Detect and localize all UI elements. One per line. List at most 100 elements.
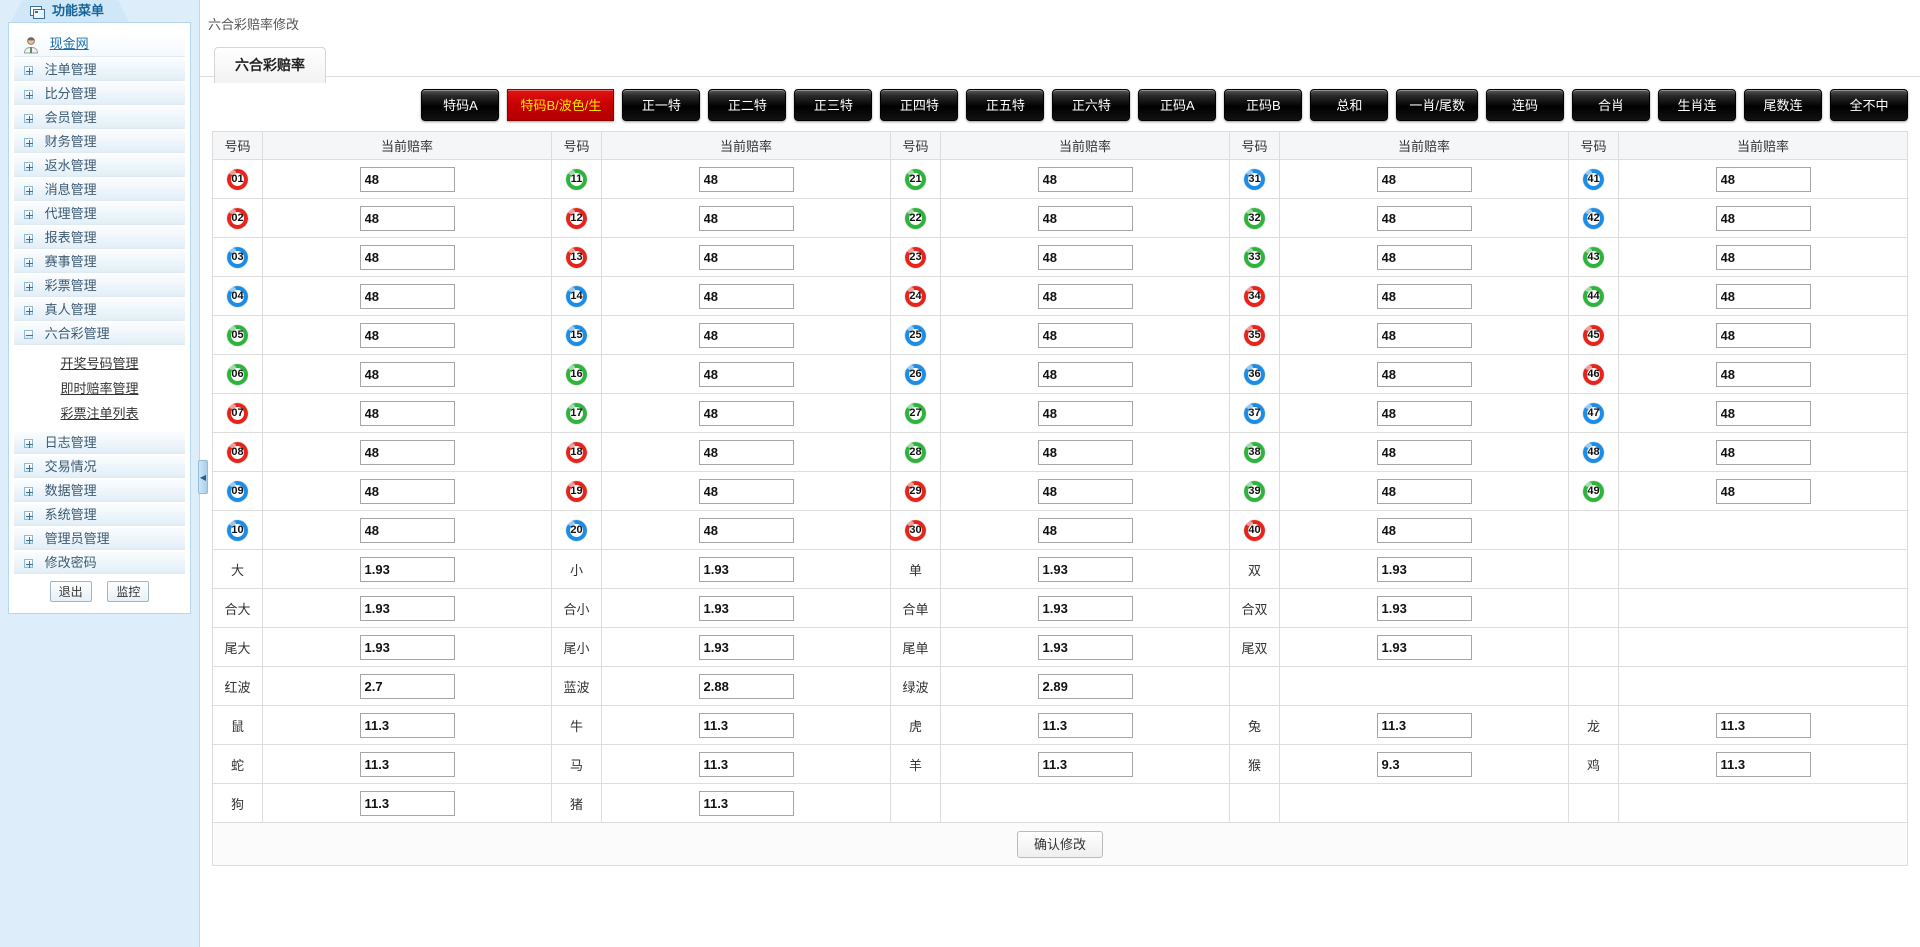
sidebar-item-events[interactable]: 赛事管理 — [14, 251, 185, 273]
sidebar-item-finance[interactable]: 财务管理 — [14, 131, 185, 153]
odds-input-红波[interactable] — [359, 673, 455, 699]
odds-category-button-13[interactable]: 合肖 — [1572, 89, 1650, 121]
odds-category-button-4[interactable]: 正三特 — [794, 89, 873, 121]
odds-category-button-5[interactable]: 正四特 — [880, 89, 959, 121]
sidebar-item-agents[interactable]: 代理管理 — [14, 203, 185, 225]
odds-input-29[interactable] — [1037, 478, 1133, 504]
odds-input-15[interactable] — [698, 322, 794, 348]
odds-input-18[interactable] — [698, 439, 794, 465]
odds-category-button-1[interactable]: 特码B/波色/生 — [507, 89, 615, 121]
odds-input-07[interactable] — [359, 400, 455, 426]
odds-input-10[interactable] — [359, 517, 455, 543]
odds-category-button-16[interactable]: 全不中 — [1830, 89, 1908, 121]
odds-input-08[interactable] — [359, 439, 455, 465]
odds-input-09[interactable] — [359, 478, 455, 504]
odds-input-38[interactable] — [1376, 439, 1472, 465]
odds-input-双[interactable] — [1376, 556, 1472, 582]
odds-input-37[interactable] — [1376, 400, 1472, 426]
odds-input-19[interactable] — [698, 478, 794, 504]
odds-input-尾大[interactable] — [359, 634, 455, 660]
odds-input-16[interactable] — [698, 361, 794, 387]
odds-input-单[interactable] — [1037, 556, 1133, 582]
odds-input-合双[interactable] — [1376, 595, 1472, 621]
odds-input-尾小[interactable] — [698, 634, 794, 660]
odds-category-button-12[interactable]: 连码 — [1486, 89, 1564, 121]
odds-input-马[interactable] — [698, 751, 794, 777]
odds-input-33[interactable] — [1376, 244, 1472, 270]
sidebar-item-members[interactable]: 会员管理 — [14, 107, 185, 129]
odds-input-36[interactable] — [1376, 361, 1472, 387]
sidebar-item-scores[interactable]: 比分管理 — [14, 83, 185, 105]
odds-input-30[interactable] — [1037, 517, 1133, 543]
confirm-modify-button[interactable]: 确认修改 — [1016, 831, 1103, 858]
odds-input-小[interactable] — [698, 556, 794, 582]
odds-input-大[interactable] — [359, 556, 455, 582]
sidebar-subitem-live-odds[interactable]: 即时赔率管理 — [60, 381, 139, 396]
odds-input-鸡[interactable] — [1715, 751, 1811, 777]
odds-input-狗[interactable] — [359, 790, 455, 816]
odds-input-绿波[interactable] — [1037, 673, 1133, 699]
odds-category-button-0[interactable]: 特码A — [421, 89, 500, 121]
odds-input-蛇[interactable] — [359, 751, 455, 777]
odds-input-24[interactable] — [1037, 283, 1133, 309]
odds-input-01[interactable] — [359, 166, 455, 192]
sidebar-item-reports[interactable]: 报表管理 — [14, 227, 185, 249]
sidebar-item-mark-six[interactable]: 六合彩管理 — [14, 323, 185, 345]
sidebar-item-messages[interactable]: 消息管理 — [14, 179, 185, 201]
sidebar-item-data[interactable]: 数据管理 — [14, 480, 185, 502]
odds-input-41[interactable] — [1715, 166, 1811, 192]
logout-button[interactable]: 退出 — [49, 581, 92, 602]
odds-input-46[interactable] — [1715, 361, 1811, 387]
odds-category-button-9[interactable]: 正码B — [1224, 89, 1303, 121]
odds-input-28[interactable] — [1037, 439, 1133, 465]
odds-input-03[interactable] — [359, 244, 455, 270]
odds-input-虎[interactable] — [1037, 712, 1133, 738]
sidebar-collapse-handle[interactable]: ◀ — [198, 460, 208, 494]
odds-category-button-7[interactable]: 正六特 — [1052, 89, 1131, 121]
odds-input-14[interactable] — [698, 283, 794, 309]
odds-input-05[interactable] — [359, 322, 455, 348]
odds-input-40[interactable] — [1376, 517, 1472, 543]
sidebar-item-transactions[interactable]: 交易情况 — [14, 456, 185, 478]
odds-input-兔[interactable] — [1376, 712, 1472, 738]
sidebar-item-system[interactable]: 系统管理 — [14, 504, 185, 526]
odds-input-合小[interactable] — [698, 595, 794, 621]
odds-category-button-11[interactable]: 一肖/尾数 — [1396, 89, 1478, 121]
odds-input-17[interactable] — [698, 400, 794, 426]
odds-input-06[interactable] — [359, 361, 455, 387]
odds-category-button-2[interactable]: 正一特 — [622, 89, 701, 121]
odds-input-尾单[interactable] — [1037, 634, 1133, 660]
odds-input-49[interactable] — [1715, 478, 1811, 504]
odds-input-21[interactable] — [1037, 166, 1133, 192]
sidebar-item-lottery[interactable]: 彩票管理 — [14, 275, 185, 297]
odds-input-合大[interactable] — [359, 595, 455, 621]
odds-category-button-15[interactable]: 尾数连 — [1744, 89, 1822, 121]
sidebar-tab-function-menu[interactable]: 功能菜单 — [10, 0, 130, 22]
odds-input-龙[interactable] — [1715, 712, 1811, 738]
odds-input-45[interactable] — [1715, 322, 1811, 348]
odds-input-47[interactable] — [1715, 400, 1811, 426]
odds-input-11[interactable] — [698, 166, 794, 192]
sidebar-item-admins[interactable]: 管理员管理 — [14, 528, 185, 550]
odds-input-25[interactable] — [1037, 322, 1133, 348]
odds-category-button-10[interactable]: 总和 — [1310, 89, 1389, 121]
sidebar-item-rebate[interactable]: 返水管理 — [14, 155, 185, 177]
odds-input-35[interactable] — [1376, 322, 1472, 348]
odds-input-23[interactable] — [1037, 244, 1133, 270]
odds-category-button-8[interactable]: 正码A — [1138, 89, 1217, 121]
odds-input-34[interactable] — [1376, 283, 1472, 309]
sidebar-item-cash-network[interactable]: 现金网 — [14, 31, 185, 57]
odds-input-43[interactable] — [1715, 244, 1811, 270]
odds-input-牛[interactable] — [698, 712, 794, 738]
odds-input-22[interactable] — [1037, 205, 1133, 231]
odds-input-20[interactable] — [698, 517, 794, 543]
odds-input-27[interactable] — [1037, 400, 1133, 426]
odds-input-48[interactable] — [1715, 439, 1811, 465]
odds-input-蓝波[interactable] — [698, 673, 794, 699]
sidebar-subitem-draw-numbers[interactable]: 开奖号码管理 — [60, 356, 139, 371]
tab-mark-six-odds[interactable]: 六合彩赔率 — [214, 47, 326, 83]
odds-input-12[interactable] — [698, 205, 794, 231]
odds-input-26[interactable] — [1037, 361, 1133, 387]
sidebar-item-logs[interactable]: 日志管理 — [14, 432, 185, 454]
sidebar-item-bet-orders[interactable]: 注单管理 — [14, 59, 185, 81]
